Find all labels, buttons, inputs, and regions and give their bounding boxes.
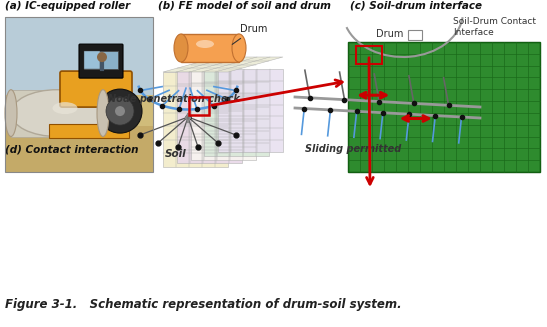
- Text: (c) Soil-drum interface: (c) Soil-drum interface: [350, 1, 482, 11]
- Text: (b) FE model of soil and drum: (b) FE model of soil and drum: [158, 1, 331, 11]
- Text: Figure 3-1.   Schematic representation of drum-soil system.: Figure 3-1. Schematic representation of …: [5, 298, 401, 311]
- Bar: [408, 30, 422, 40]
- Text: Node penetration check: Node penetration check: [108, 94, 240, 104]
- Polygon shape: [218, 69, 283, 152]
- Ellipse shape: [53, 102, 78, 114]
- FancyBboxPatch shape: [60, 71, 132, 107]
- Polygon shape: [163, 57, 283, 72]
- Text: Drum: Drum: [232, 24, 267, 44]
- Ellipse shape: [97, 90, 109, 136]
- Circle shape: [106, 97, 134, 125]
- Bar: [5, 17, 153, 172]
- Text: (a) IC-equipped roller: (a) IC-equipped roller: [5, 1, 130, 11]
- Ellipse shape: [232, 34, 246, 62]
- FancyBboxPatch shape: [79, 44, 123, 78]
- Circle shape: [115, 106, 125, 116]
- Ellipse shape: [5, 90, 17, 136]
- Bar: [189, 97, 210, 115]
- Text: Soil-Drum Contact
Interface: Soil-Drum Contact Interface: [453, 17, 536, 37]
- Bar: [5, 17, 153, 102]
- Circle shape: [98, 89, 142, 133]
- Bar: [348, 42, 540, 172]
- Bar: [11, 90, 103, 136]
- Bar: [84, 51, 100, 69]
- Text: Soil: Soil: [165, 149, 187, 159]
- Polygon shape: [204, 70, 269, 156]
- Bar: [49, 124, 129, 138]
- Polygon shape: [190, 71, 255, 160]
- Bar: [356, 46, 382, 64]
- Ellipse shape: [196, 40, 214, 48]
- Text: Sliding permitted: Sliding permitted: [305, 144, 401, 154]
- Text: (d) Contact interaction: (d) Contact interaction: [5, 144, 138, 154]
- Bar: [84, 51, 118, 69]
- Ellipse shape: [11, 90, 103, 136]
- Text: Drum: Drum: [376, 29, 404, 39]
- Bar: [181, 34, 239, 62]
- Circle shape: [97, 52, 107, 62]
- Bar: [5, 95, 153, 126]
- Ellipse shape: [174, 34, 188, 62]
- Polygon shape: [163, 72, 228, 167]
- Bar: [5, 118, 153, 172]
- Polygon shape: [177, 71, 242, 163]
